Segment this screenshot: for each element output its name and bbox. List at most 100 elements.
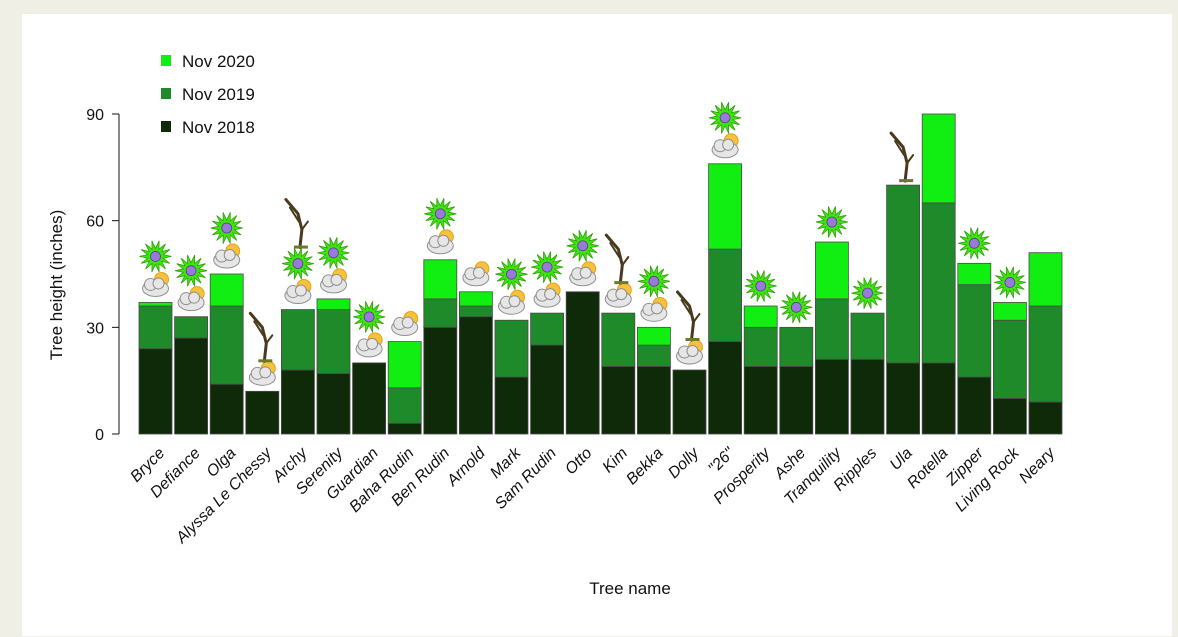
bar-segment xyxy=(280,309,315,371)
bar-segment xyxy=(815,358,849,435)
legend: Nov 2020 Nov 2019 Nov 2018 xyxy=(161,52,255,137)
y-tick-label: 90 xyxy=(86,107,104,124)
bar-segment xyxy=(138,305,173,350)
cloud-sun-icon xyxy=(676,339,703,365)
bar-segment xyxy=(993,319,1027,399)
y-tick-label: 0 xyxy=(95,427,104,444)
bar-segment xyxy=(387,422,422,435)
virus-icon xyxy=(317,237,350,269)
bar-segment xyxy=(815,298,849,360)
virus-icon xyxy=(531,251,564,283)
bar-segment xyxy=(637,326,671,346)
virus-icon xyxy=(780,291,813,324)
bar-segment xyxy=(779,326,814,367)
virus-icon xyxy=(815,206,848,238)
y-tick-label: 60 xyxy=(86,214,104,231)
bar-segment xyxy=(743,305,778,328)
y-axis-label: Tree height (inches) xyxy=(47,210,66,361)
bar-segment xyxy=(138,348,173,435)
bar-segment xyxy=(316,298,351,310)
virus-icon xyxy=(281,247,314,280)
x-tick-label: Ula xyxy=(887,445,916,474)
bar-segment xyxy=(708,248,742,342)
virus-icon xyxy=(353,301,386,333)
virus-icon xyxy=(851,277,884,309)
dead-tree-icon xyxy=(676,290,701,342)
bar-segment xyxy=(387,387,422,424)
bar-segment xyxy=(423,298,458,328)
bar-segment xyxy=(993,398,1027,435)
bar-segment xyxy=(316,309,351,374)
cloud-sun-icon xyxy=(320,268,347,294)
x-tick-label: Neary xyxy=(1016,444,1059,487)
virus-icon xyxy=(958,227,991,260)
x-axis-label: Tree name xyxy=(589,579,671,598)
status-icons xyxy=(139,102,1026,386)
y-tick-label: 30 xyxy=(86,320,104,337)
bar-segment xyxy=(494,319,529,378)
bar-segment xyxy=(494,376,529,435)
bar-segment xyxy=(174,337,209,435)
virus-icon xyxy=(495,258,528,290)
bar-segment xyxy=(601,312,636,367)
bar-segment xyxy=(921,113,956,204)
bar-segment xyxy=(565,291,600,435)
bar-segment xyxy=(530,344,565,435)
virus-icon xyxy=(637,265,670,298)
cloud-sun-icon xyxy=(569,261,597,287)
bar-segment xyxy=(886,362,920,435)
bar-segment xyxy=(921,202,956,364)
bars xyxy=(138,113,1063,435)
cloud-sun-icon xyxy=(711,133,739,159)
x-tick-label: Arnold xyxy=(443,444,489,490)
chart-panel: Nov 2020 Nov 2019 Nov 2018 0 30 60 90 Bryce De… xyxy=(22,14,1172,636)
legend-swatch xyxy=(161,55,171,66)
bar-segment xyxy=(458,291,493,307)
bar-segment xyxy=(387,341,422,389)
bar-segment xyxy=(352,362,387,435)
bar-segment xyxy=(209,273,244,307)
bar-segment xyxy=(957,284,992,378)
cloud-sun-icon xyxy=(355,332,383,358)
dead-tree-icon xyxy=(604,233,630,285)
cloud-sun-icon xyxy=(640,296,668,322)
cloud-sun-icon xyxy=(177,286,205,312)
bar-segment xyxy=(458,316,493,435)
cloud-sun-icon xyxy=(213,243,241,269)
bar-segment xyxy=(423,259,458,300)
bar-segment xyxy=(815,241,849,300)
bar-segment xyxy=(209,383,244,435)
bar-segment xyxy=(921,362,956,435)
bar-segment xyxy=(993,302,1027,321)
y-axis: 0 30 60 90 xyxy=(86,107,120,444)
bar-segment xyxy=(637,344,671,367)
virus-icon xyxy=(566,230,599,262)
virus-icon xyxy=(139,240,172,273)
x-tick-label: Otto xyxy=(562,445,595,478)
bar-segment xyxy=(743,326,778,367)
bar-segment xyxy=(1028,252,1063,307)
bar-segment xyxy=(957,376,992,435)
cloud-sun-icon xyxy=(248,360,276,386)
bar-segment xyxy=(174,316,209,339)
x-tick-label: Bekka xyxy=(623,445,667,489)
x-tick-label: Kim xyxy=(600,445,632,477)
legend-label: Nov 2020 xyxy=(182,52,255,71)
x-tick-label: Rotella xyxy=(904,445,951,492)
bar-segment xyxy=(850,358,885,435)
virus-icon xyxy=(993,266,1026,299)
bar-segment xyxy=(672,369,707,435)
bar-segment xyxy=(708,341,742,435)
virus-icon xyxy=(744,270,777,302)
virus-icon xyxy=(210,212,243,244)
stacked-bar-chart: Nov 2020 Nov 2019 Nov 2018 0 30 60 90 BryceDe… xyxy=(47,52,1063,598)
virus-icon xyxy=(424,198,457,230)
cloud-sun-icon xyxy=(604,282,632,308)
bar-segment xyxy=(530,312,565,346)
cloud-sun-icon xyxy=(498,289,525,315)
legend-label: Nov 2019 xyxy=(182,85,255,104)
cloud-sun-icon xyxy=(142,271,169,297)
x-tick-label: Dolly xyxy=(665,444,703,482)
dead-tree-icon xyxy=(248,311,274,363)
cloud-sun-icon xyxy=(426,229,454,255)
